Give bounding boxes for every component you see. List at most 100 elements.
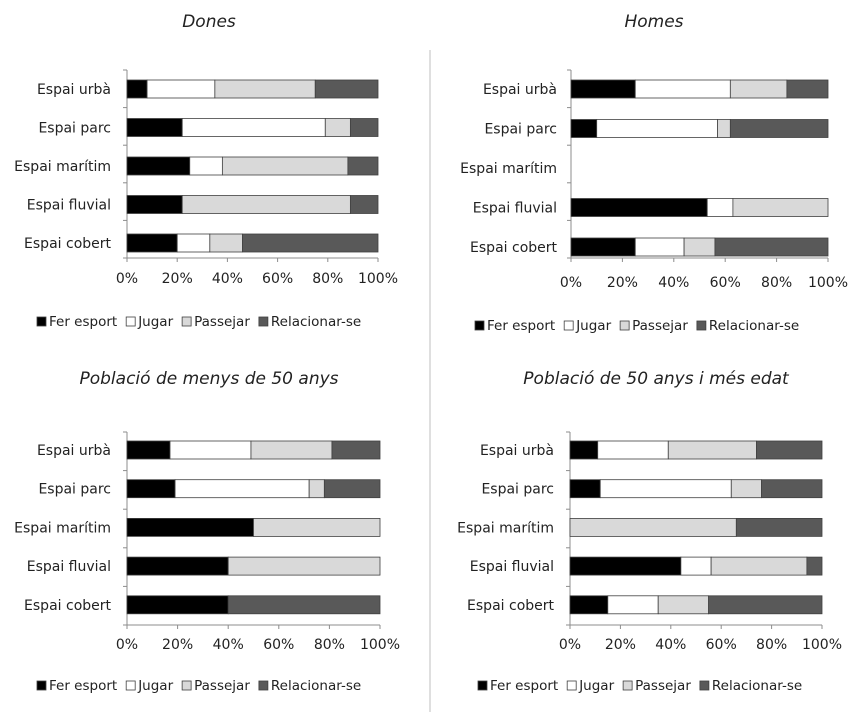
legend-label-passejar: Passejar [635, 678, 691, 694]
bar-segment-relacionar-se [347, 156, 379, 176]
bar-segment-passejar [253, 518, 381, 537]
category-label: Espai urbà [480, 443, 554, 459]
chart-title: Població de 50 anys i més edat [523, 369, 790, 389]
x-tick-label: 20% [162, 637, 193, 653]
legend-label-fer-esport: Fer esport [490, 678, 558, 694]
legend-label-passejar: Passejar [632, 318, 688, 334]
category-label: Espai parc [484, 122, 557, 138]
x-tick-label: 20% [605, 637, 636, 653]
category-label: Espai fluvial [27, 559, 111, 575]
bar-segment-passejar [569, 518, 737, 537]
bar-segment-passejar [657, 595, 710, 615]
legend-label-fer-esport: Fer esport [487, 318, 555, 334]
bar-segment-passejar [227, 556, 381, 576]
category-label: Espai fluvial [473, 201, 557, 217]
bar-segment-relacionar-se [735, 518, 823, 537]
x-tick-label: 100% [360, 637, 400, 653]
category-label: Espai cobert [467, 598, 554, 614]
x-tick-label: 80% [761, 275, 792, 291]
bar-segment-passejar [308, 479, 325, 499]
legend-label-jugar: Jugar [137, 314, 173, 330]
bar-segment-passejar [324, 118, 351, 137]
category-label: Espai urbà [483, 82, 557, 98]
bar-segment-fer-esport [126, 118, 183, 137]
legend-label-jugar: Jugar [578, 678, 614, 694]
x-tick-label: 0% [559, 637, 581, 653]
bar-segment-fer-esport [570, 79, 636, 99]
bar-segment-relacionar-se [786, 79, 829, 99]
x-tick-label: 60% [262, 271, 293, 287]
bar-segment-fer-esport [569, 595, 609, 615]
bar-segment-jugar [189, 156, 223, 176]
x-tick-label: 0% [116, 637, 138, 653]
chart-panel-4: Població de 50 anys i més edat 0% 20% 40% 60… [457, 369, 842, 694]
legend-label-fer-esport: Fer esport [49, 314, 117, 330]
x-tick-label: 60% [710, 275, 741, 291]
x-tick-label: 100% [802, 637, 842, 653]
bar-segment-passejar [214, 79, 316, 99]
legend-label-relacionar-se: Relacionar-se [712, 678, 802, 694]
legend-swatch-passejar [619, 320, 630, 331]
bar-segment-fer-esport [570, 198, 708, 217]
bar-segment-jugar [176, 233, 211, 253]
legend-swatch-passejar [622, 680, 633, 691]
bar-segment-fer-esport [570, 237, 636, 257]
bar-segment-fer-esport [126, 440, 171, 460]
x-tick-label: 40% [655, 637, 686, 653]
bar-segment-relacionar-se [314, 79, 379, 99]
chart-title: Dones [182, 12, 236, 32]
bar-segment-relacionar-se [331, 440, 381, 460]
legend-label-passejar: Passejar [194, 678, 250, 694]
bar-segment-jugar [634, 79, 731, 99]
bar-segment-relacionar-se [714, 237, 829, 257]
bar-segment-jugar [680, 556, 712, 576]
legend-label-fer-esport: Fer esport [49, 678, 117, 694]
legend-label-passejar: Passejar [194, 314, 250, 330]
bar-segment-fer-esport [126, 233, 178, 253]
bar-segment-relacionar-se [242, 233, 379, 253]
bar-segment-jugar [146, 79, 216, 99]
bar-segment-jugar [169, 440, 252, 460]
bar-segment-passejar [710, 556, 808, 576]
legend-swatch-jugar [563, 320, 574, 331]
bar-segment-passejar [209, 233, 243, 253]
bar-segment-jugar [706, 198, 734, 217]
category-label: Espai parc [38, 482, 111, 498]
x-tick-label: 20% [607, 275, 638, 291]
bar-segment-fer-esport [126, 195, 183, 214]
category-label: Espai marítim [14, 159, 111, 175]
bar-segment-fer-esport [570, 119, 598, 138]
category-label: Espai fluvial [470, 559, 554, 575]
legend-swatch-relacionar-se [696, 320, 707, 331]
bar-segment-passejar [221, 156, 349, 176]
x-tick-label: 60% [706, 637, 737, 653]
bar-segment-passejar [683, 237, 716, 257]
category-label: Espai cobert [24, 236, 111, 252]
x-tick-label: 0% [560, 275, 582, 291]
legend-swatch-passejar [181, 680, 192, 691]
bar-segment-relacionar-se [806, 556, 823, 576]
chart-panel-1: Dones 0% 20% 40% 60% 80% 100% Espai urbà Espai p… [14, 12, 398, 330]
bar-segment-fer-esport [569, 440, 599, 460]
bar-segment-passejar [729, 79, 788, 99]
x-tick-label: 100% [358, 271, 398, 287]
x-tick-label: 60% [263, 637, 294, 653]
legend-swatch-jugar [125, 680, 136, 691]
bar-segment-passejar [730, 479, 762, 499]
x-tick-label: 80% [756, 637, 787, 653]
x-tick-label: 80% [314, 637, 345, 653]
bar-segment-passejar [732, 198, 829, 217]
x-tick-label: 40% [213, 637, 244, 653]
category-label: Espai cobert [470, 240, 557, 256]
chart-title: Població de menys de 50 anys [79, 369, 338, 389]
legend-swatch-jugar [566, 680, 577, 691]
category-label: Espai fluvial [27, 198, 111, 214]
bar-segment-jugar [597, 440, 669, 460]
bar-segment-fer-esport [569, 556, 682, 576]
bar-segment-passejar [717, 119, 731, 138]
bar-segment-relacionar-se [323, 479, 381, 499]
chart-panel-2: Homes 0% 20% 40% 60% 80% 100% Espai urbà Espai p… [460, 12, 848, 334]
x-tick-label: 0% [116, 271, 138, 287]
legend-label-relacionar-se: Relacionar-se [709, 318, 799, 334]
